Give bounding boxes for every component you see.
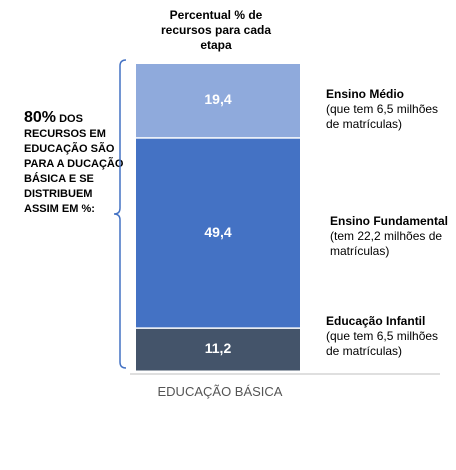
segment-detail: (que tem 6,5 milhões de matrículas) (326, 102, 439, 132)
segment-detail: (que tem 6,5 milhões de matrículas) (326, 329, 439, 359)
annotation-body: dos recursos em Educação são para a Duca… (24, 113, 124, 215)
bar-segment-1 (136, 138, 300, 328)
annotation-highlight: 80% (24, 109, 57, 126)
data-label-1: 49,4 (204, 223, 232, 240)
bar-segment-2 (136, 64, 300, 138)
segment-name: Educação Infantil (326, 314, 426, 329)
segment-detail: (tem 22,2 milhões de matrículas) (330, 228, 443, 258)
data-label-2: 19,4 (204, 91, 232, 108)
segment-name-label-2: Ensino Médio (que tem 6,5 milhões de matr… (326, 87, 451, 132)
bar-segment-0 (136, 328, 300, 371)
chart-title: Percentual % de recursos para cada etapa (160, 8, 272, 52)
segment-name-label-1: Ensino Fundamental (tem 22,2 milhões de m… (330, 214, 455, 259)
x-tick-label: EDUCAÇÃO BÁSICA (157, 384, 283, 399)
brace-icon (113, 59, 127, 369)
data-label-0: 11,2 (204, 340, 232, 357)
annotation-text: 80% dos recursos em Educação são para a … (24, 110, 124, 217)
segment-name: Ensino Médio (326, 87, 404, 102)
segment-name: Ensino Fundamental (330, 213, 449, 228)
segment-name-label-0: Educação Infantil (que tem 6,5 milhões de… (326, 314, 451, 359)
